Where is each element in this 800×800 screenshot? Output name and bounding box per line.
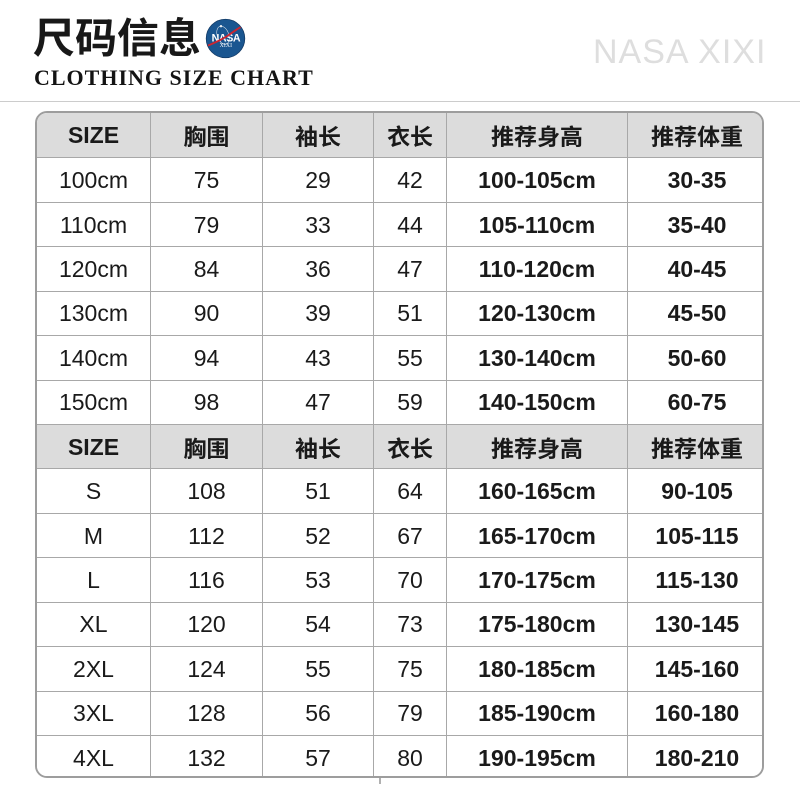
svg-text:XIXI: XIXI: [220, 43, 233, 49]
